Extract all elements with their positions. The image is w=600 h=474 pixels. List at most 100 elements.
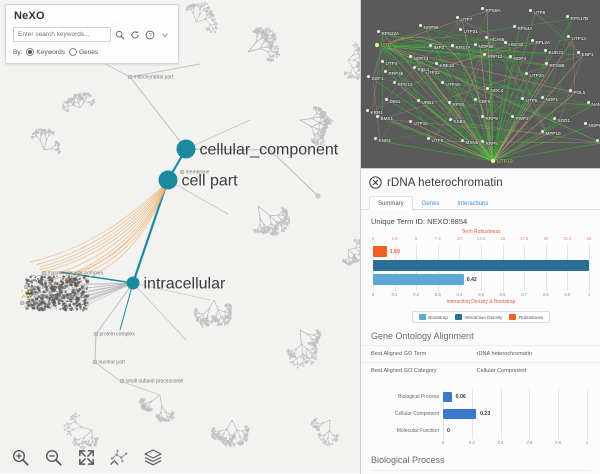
- network-gene-label[interactable]: SGD1: [558, 118, 571, 123]
- network-gene-label[interactable]: PWP2: [516, 116, 529, 121]
- go-category-bar: [443, 409, 476, 419]
- axis-tick: 0.2: [413, 292, 419, 297]
- network-gene-label[interactable]: UTP21: [464, 29, 479, 34]
- legend-robustness: Robustness: [509, 314, 543, 320]
- network-gene-label[interactable]: NAN1: [592, 102, 600, 107]
- network-gene-label[interactable]: UTP13: [572, 36, 587, 41]
- network-gene-label[interactable]: MPP10: [546, 131, 562, 136]
- tab-genes[interactable]: Genes: [413, 196, 449, 210]
- refresh-icon[interactable]: [129, 28, 141, 41]
- network-secondary-hub-label[interactable]: UTP9: [381, 43, 394, 49]
- zoom-in-button[interactable]: [10, 447, 31, 468]
- axis-tick: 1: [588, 292, 590, 297]
- tree-major-node[interactable]: [127, 277, 140, 290]
- radio-keywords[interactable]: Keywords: [26, 48, 65, 56]
- network-gene-label[interactable]: NOP56: [424, 25, 440, 30]
- network-gene-label[interactable]: NOP14: [414, 56, 430, 61]
- network-gene-label[interactable]: RPS7A: [456, 45, 472, 50]
- network-gene-label[interactable]: RPS17B: [571, 16, 589, 21]
- go-row-term: Best Aligned GO Term rDNA heterochromati…: [361, 345, 600, 362]
- network-gene-label[interactable]: POL5: [574, 90, 586, 95]
- tab-interactions[interactable]: Interactions: [448, 196, 497, 210]
- interaction-network-panel[interactable]: RPS8A UTP6 RPS17B UTP7 NOP56 RPS4A RPS22A UTP21…: [360, 0, 600, 168]
- chevron-down-icon[interactable]: [159, 28, 171, 41]
- network-gene-label[interactable]: KRE33: [440, 63, 455, 68]
- tree-canvas[interactable]: xxxxxxxxxxxxxxxxxxxxxxxxxxxxxxxxxxxxxxxx…: [0, 0, 360, 473]
- network-hub-label[interactable]: UTP10: [497, 159, 513, 165]
- network-gene-label[interactable]: UTP7: [461, 17, 473, 22]
- network-gene-label[interactable]: UTP4: [386, 61, 398, 66]
- axis-tick: 0.8: [543, 292, 549, 297]
- go-row-category: Best Aligned GO Category Cellular Compon…: [361, 362, 600, 379]
- axis-tick: 12.5: [477, 236, 485, 241]
- network-canvas[interactable]: RPS8A UTP6 RPS17B UTP7 NOP56 RPS4A RPS22A UTP21…: [361, 0, 600, 168]
- network-gene-label[interactable]: ENP1: [582, 52, 594, 57]
- help-icon[interactable]: ?: [144, 28, 156, 41]
- svg-text:xxxx: xxxx: [36, 307, 40, 309]
- bar-value-label: 1.59: [390, 249, 400, 255]
- svg-text:xxxx: xxxx: [82, 286, 86, 288]
- network-gene-label[interactable]: DIM1: [390, 99, 401, 104]
- network-gene-label[interactable]: NOP4: [514, 56, 527, 61]
- axis-tick: 0.7: [521, 292, 527, 297]
- tree-major-node[interactable]: [159, 171, 178, 190]
- network-gene-label[interactable]: URB1: [422, 100, 435, 105]
- network-gene-label[interactable]: SSB1: [454, 119, 466, 124]
- svg-text:xxxx: xxxx: [45, 280, 49, 282]
- collapse-network-icon[interactable]: [109, 447, 130, 468]
- network-gene-label[interactable]: HSC82: [509, 42, 524, 47]
- fit-to-screen-button[interactable]: [76, 447, 97, 468]
- network-gene-label[interactable]: NOP6: [589, 123, 600, 128]
- axis-tick: 25: [587, 236, 592, 241]
- grid-line: [589, 245, 590, 291]
- detail-tabs: Summary Genes Interactions: [361, 195, 600, 210]
- search-input[interactable]: [13, 27, 111, 42]
- network-gene-label[interactable]: RRP45: [389, 71, 404, 76]
- zoom-out-button[interactable]: [43, 447, 64, 468]
- network-gene-label[interactable]: UTP5: [526, 98, 538, 103]
- network-gene-label[interactable]: RCL1: [418, 67, 430, 72]
- network-gene-label[interactable]: RPS9B: [550, 63, 565, 68]
- network-gene-label[interactable]: UTP18: [446, 82, 461, 87]
- network-gene-label[interactable]: RPS8A: [486, 8, 502, 13]
- network-gene-label[interactable]: ENO1: [379, 138, 392, 143]
- network-gene-label[interactable]: RPS4A: [518, 26, 534, 31]
- network-gene-label[interactable]: UTP20: [530, 73, 545, 78]
- network-gene-label[interactable]: KRR1: [371, 110, 384, 115]
- axis-tick: 0.6: [500, 292, 506, 297]
- tree-major-node-label: cellular_component: [200, 142, 339, 159]
- svg-text:xxxx: xxxx: [31, 275, 35, 277]
- network-gene-label[interactable]: NOC4: [491, 88, 504, 93]
- network-gene-label[interactable]: BUD21: [549, 50, 564, 55]
- tree-major-node[interactable]: [177, 140, 196, 159]
- radio-genes[interactable]: Genes: [69, 48, 98, 56]
- network-gene-label[interactable]: NOP58: [479, 44, 495, 49]
- network-gene-label[interactable]: NOP1: [546, 97, 559, 102]
- axis-tick: 0.9: [564, 292, 570, 297]
- svg-text:xxxx: xxxx: [77, 300, 81, 302]
- tab-summary[interactable]: Summary: [369, 196, 413, 210]
- network-gene-label[interactable]: MSN5: [466, 140, 479, 145]
- network-gene-label[interactable]: UTP6: [534, 10, 546, 15]
- network-gene-label[interactable]: RPL4A: [536, 40, 551, 45]
- axis-tick: 22.5: [563, 236, 571, 241]
- close-circle-icon[interactable]: [369, 176, 382, 189]
- search-row: ?: [13, 27, 171, 42]
- network-gene-label[interactable]: CBF5: [479, 99, 491, 104]
- search-icon[interactable]: [114, 28, 126, 41]
- network-gene-label[interactable]: IMP3: [434, 45, 445, 50]
- network-gene-label[interactable]: SOF1: [372, 76, 384, 81]
- network-gene-label[interactable]: RPS5: [453, 102, 465, 107]
- network-gene-label[interactable]: BMS1: [381, 116, 394, 121]
- network-gene-label[interactable]: RRP12: [488, 54, 503, 59]
- network-gene-label[interactable]: UTP8: [432, 138, 444, 143]
- term-title: rDNA heterochromatin: [387, 177, 503, 189]
- network-gene-label[interactable]: RPS22A: [382, 31, 401, 36]
- network-gene-label[interactable]: UTP15: [414, 121, 429, 126]
- layers-icon[interactable]: [142, 447, 163, 468]
- network-gene-label[interactable]: RRP9: [486, 116, 499, 121]
- network-gene-label[interactable]: RRP5: [486, 141, 499, 146]
- network-gene-label[interactable]: RPS13: [398, 82, 413, 87]
- network-gene-label[interactable]: HCA66: [490, 37, 505, 42]
